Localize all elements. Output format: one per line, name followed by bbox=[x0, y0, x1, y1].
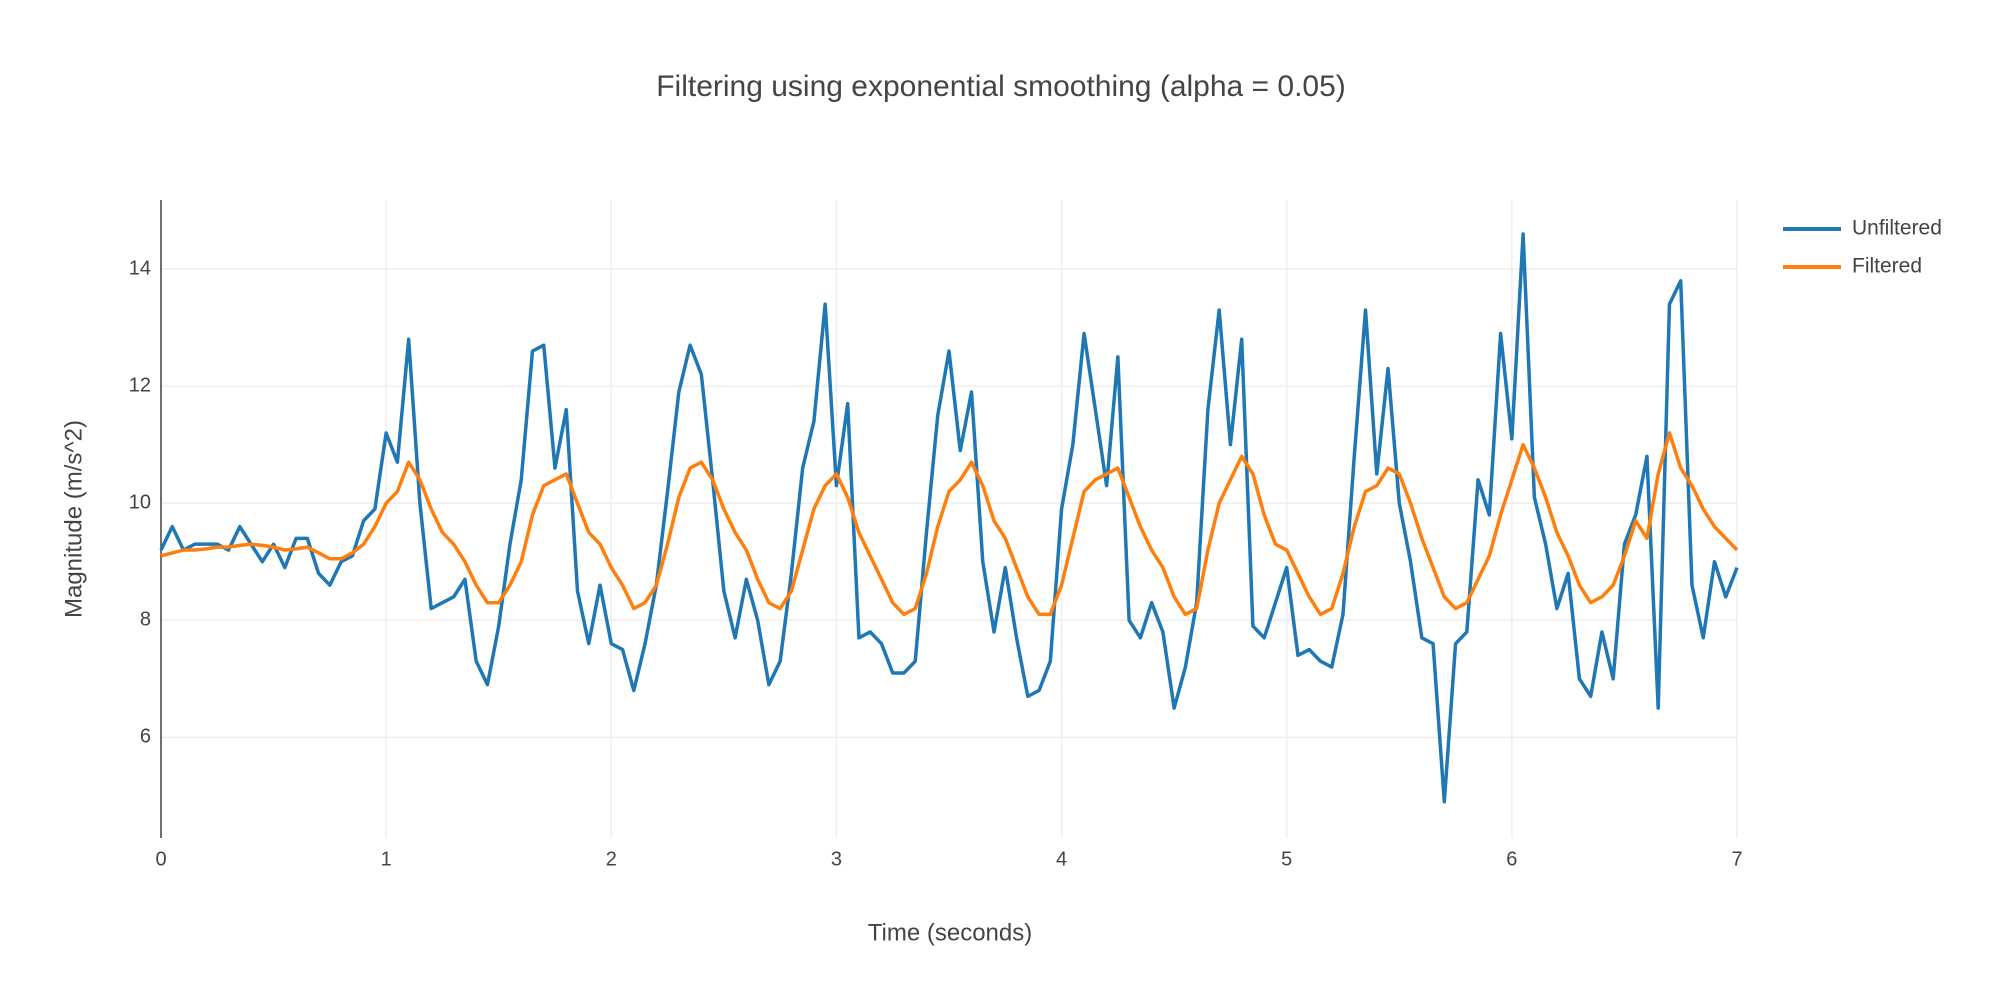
x-axis-title: Time (seconds) bbox=[868, 919, 1032, 946]
legend-label: Filtered bbox=[1852, 255, 1922, 278]
data-line bbox=[159, 232, 1739, 804]
x-tick-label: 2 bbox=[606, 848, 617, 870]
data-line bbox=[160, 431, 1739, 617]
y-tick-label: 12 bbox=[129, 374, 151, 396]
y-tick-label: 6 bbox=[140, 726, 151, 748]
x-tick-label: 0 bbox=[155, 848, 166, 870]
y-axis-title: Magnitude (m/s^2) bbox=[60, 420, 87, 618]
chart-title: Filtering using exponential smoothing (a… bbox=[656, 70, 1346, 103]
x-tick-label: 7 bbox=[1731, 848, 1742, 870]
x-tick-label: 4 bbox=[1056, 848, 1067, 870]
y-tick-label: 14 bbox=[129, 257, 151, 279]
legend-label: Unfiltered bbox=[1852, 217, 1942, 240]
x-tick-label: 1 bbox=[381, 848, 392, 870]
y-tick-label: 8 bbox=[140, 609, 151, 631]
x-tick-label: 6 bbox=[1506, 848, 1517, 870]
y-tick-label: 10 bbox=[129, 491, 151, 513]
x-tick-label: 3 bbox=[831, 848, 842, 870]
x-tick-label: 5 bbox=[1281, 848, 1292, 870]
